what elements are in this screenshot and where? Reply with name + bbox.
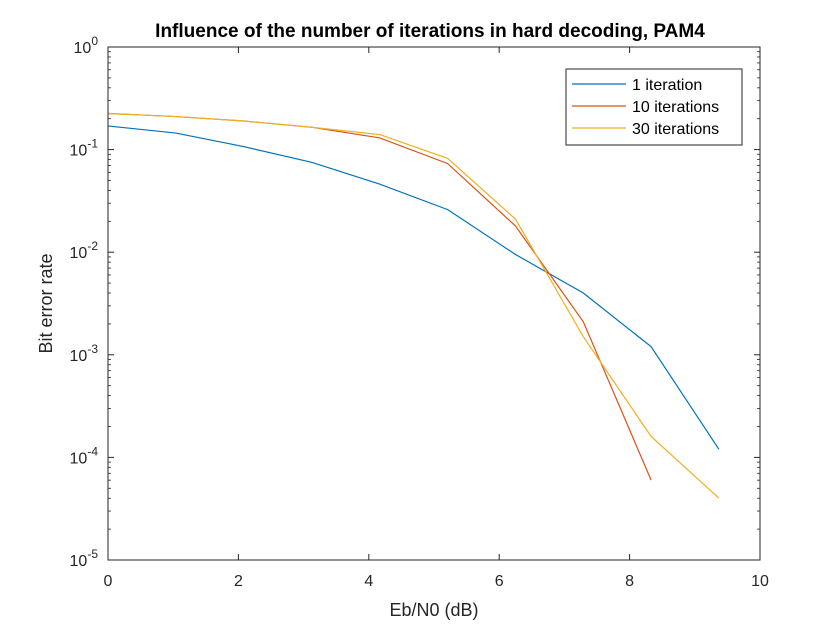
legend-label: 30 iterations [632, 121, 719, 138]
y-tick-label: 10-4 [70, 444, 99, 467]
y-tick-label: 10-3 [70, 342, 99, 365]
y-axis-label: Bit error rate [36, 253, 56, 353]
legend-label: 10 iterations [632, 99, 719, 116]
series-line-1 [107, 125, 720, 450]
legend-box [565, 68, 743, 146]
x-tick-label: 4 [364, 573, 373, 590]
legend: 1 iteration 10 iterations 30 iterations [565, 68, 743, 146]
ticks-layer: 0 2 4 6 8 10 10-5 10-4 10-3 10-2 10-1 100 [70, 34, 769, 590]
x-axis-label: Eb/N0 (dB) [389, 600, 478, 620]
series-line-3 [107, 112, 720, 499]
y-tick-label: 10-2 [70, 239, 99, 262]
series-layer [107, 112, 720, 499]
chart-title: Influence of the number of iterations in… [155, 21, 705, 42]
x-tick-label: 10 [751, 573, 769, 590]
x-tick-label: 8 [625, 573, 634, 590]
axes-layer [107, 46, 761, 561]
y-tick-label: 10-5 [70, 547, 99, 570]
x-tick-label: 2 [234, 573, 243, 590]
y-tick-label: 10-1 [70, 137, 99, 160]
y-tick-label: 100 [74, 34, 99, 57]
x-tick-label: 0 [104, 573, 113, 590]
legend-label: 1 iteration [632, 77, 702, 94]
x-tick-label: 6 [495, 573, 504, 590]
axes-box [107, 46, 761, 561]
